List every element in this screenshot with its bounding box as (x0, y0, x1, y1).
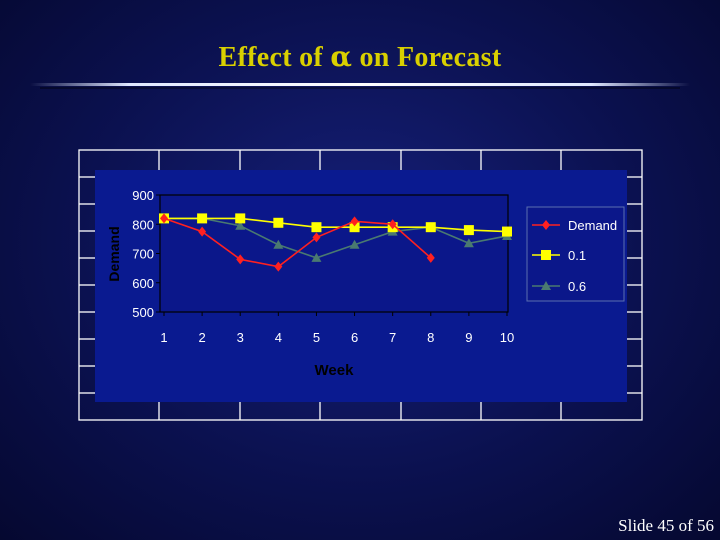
data-point (350, 216, 359, 227)
legend-label: 0.1 (568, 248, 586, 263)
x-tick-label: 9 (465, 330, 472, 345)
data-point (198, 226, 207, 237)
legend-entry: 0.6 (532, 279, 586, 294)
legend-marker (541, 250, 551, 260)
data-point (388, 219, 397, 230)
data-point (502, 226, 512, 237)
y-tick-label: 600 (132, 276, 154, 291)
plot-area (159, 194, 509, 313)
x-tick-label: 5 (313, 330, 320, 345)
x-axis-label: Week (315, 362, 355, 379)
data-point (463, 225, 474, 236)
data-point (311, 222, 322, 233)
data-point (235, 213, 246, 224)
data-point (273, 239, 284, 249)
x-tick-label: 3 (237, 330, 244, 345)
slide-title: Effect of α on Forecast (0, 40, 720, 74)
series-line (164, 217, 508, 259)
series-demand (160, 213, 435, 272)
series-layer (159, 213, 512, 272)
x-tick-label: 2 (198, 330, 205, 345)
y-tick-label: 900 (132, 188, 154, 203)
data-point (349, 222, 360, 233)
legend-label: Demand (568, 218, 617, 233)
data-point (197, 213, 208, 224)
x-tick-label: 4 (275, 330, 282, 345)
data-point (349, 239, 360, 249)
data-point (235, 220, 246, 230)
x-axis-ticks: 1 2 3 4 5 6 7 8 9 10 (160, 312, 514, 345)
y-axis-ticks: 500 600 700 800 900 (132, 188, 160, 320)
title-divider (30, 83, 690, 86)
x-tick-label: 8 (427, 330, 434, 345)
legend: Demand 0.1 0.6 (532, 218, 617, 294)
x-tick-label: 1 (160, 330, 167, 345)
data-point (312, 232, 321, 243)
title-prefix: Effect of (218, 42, 331, 73)
series-line (163, 217, 432, 268)
title-suffix: on Forecast (352, 42, 502, 73)
data-point (274, 261, 283, 272)
alpha-symbol: α (330, 40, 353, 73)
y-axis-label: Demand (106, 226, 122, 281)
title-divider-shadow (40, 87, 680, 89)
series-line (164, 217, 508, 233)
frame-ticks (79, 150, 642, 420)
y-tick-label: 500 (132, 305, 154, 320)
legend-marker (542, 220, 550, 230)
data-point (425, 222, 436, 233)
legend-label: 0.6 (568, 279, 586, 294)
x-tick-label: 10 (500, 330, 514, 345)
data-point (236, 254, 245, 265)
x-tick-label: 6 (351, 330, 358, 345)
data-point (273, 217, 284, 228)
legend-entry: Demand (532, 218, 617, 233)
data-point (311, 252, 322, 262)
legend-marker (541, 281, 551, 290)
data-point (463, 238, 474, 248)
data-point (160, 213, 168, 224)
data-point (426, 252, 435, 263)
y-tick-label: 800 (132, 217, 154, 232)
legend-entry: 0.1 (532, 248, 586, 263)
x-tick-label: 7 (389, 330, 396, 345)
y-tick-label: 700 (132, 247, 154, 262)
slide-number: Slide 45 of 56 (618, 516, 714, 535)
